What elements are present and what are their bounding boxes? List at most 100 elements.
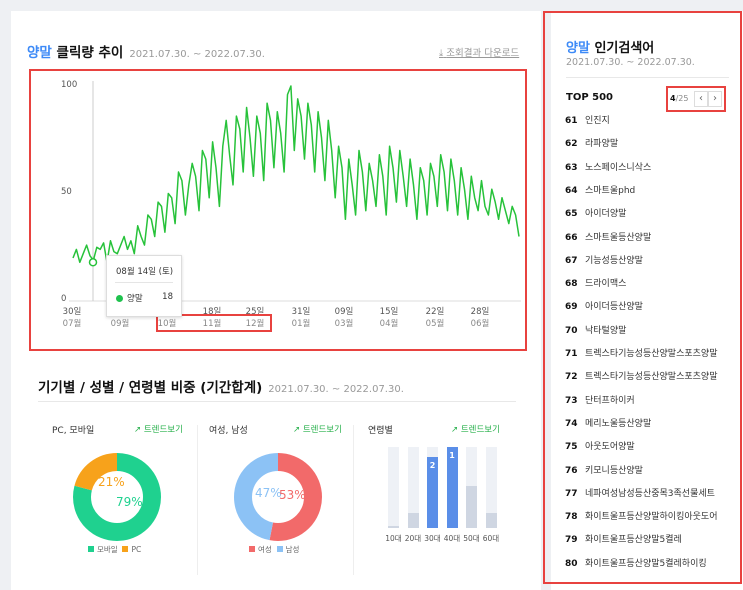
age-label: 60대 [482, 534, 500, 543]
age-bar-track [407, 447, 419, 528]
keyword-rank: 68 [565, 279, 578, 290]
pc-percent: 21% [98, 475, 125, 489]
age-bar[interactable] [388, 526, 399, 528]
keyword-rank: 70 [565, 325, 578, 336]
device-legend: 모바일 PC [88, 544, 141, 555]
keyword-rank: 80 [565, 558, 578, 569]
keyword-list-item[interactable]: 61 인진지 [565, 113, 739, 126]
age-label: 10대 [385, 534, 402, 543]
legend-mobile: 모바일 [97, 545, 118, 554]
keyword-list-item[interactable]: 65 아이더양말 [565, 206, 739, 219]
legend-male: 남성 [285, 545, 300, 554]
x-tick-month: 12월 [245, 319, 265, 329]
trend-chart-highlight [29, 69, 527, 351]
trend-chart-icon: ↗ [134, 425, 142, 435]
download-link[interactable]: ⤓ 조회결과 다운로드 [439, 45, 519, 59]
y-tick-label: 100 [61, 80, 78, 90]
keyword-list-item[interactable]: 72 트렉스타기능성등산양말스포츠양말 [565, 369, 739, 382]
popular-divider [566, 77, 729, 78]
x-tick-month: 05월 [425, 319, 445, 329]
legend-male-swatch [276, 546, 283, 552]
x-tick-day: 25일 [245, 307, 265, 317]
x-tick-day: 28일 [470, 307, 490, 317]
x-tick-month: 04월 [379, 319, 399, 329]
legend-pc-swatch [122, 546, 129, 552]
age-label: 20대 [404, 534, 422, 543]
keyword-list-item[interactable]: 74 메리노울등산양말 [565, 416, 739, 429]
keyword-list-item[interactable]: 77 네파여성남성등산중목3족선물세트 [565, 486, 739, 499]
tooltip-row: 양말 18 [116, 292, 173, 304]
x-tick-day: 09일 [334, 307, 354, 317]
x-tick-month: 11월 [202, 319, 222, 329]
pager-count: 4/25 [670, 94, 688, 103]
keyword-list-item[interactable]: 80 화이트울프등산양말5켤레하이킹 [565, 556, 739, 569]
tooltip-series-name: 양말 [127, 294, 143, 304]
keyword-list-item[interactable]: 69 아이더등산양말 [565, 299, 739, 312]
x-tick-month: 01월 [291, 319, 311, 329]
popular-keyword: 양말 [566, 41, 590, 56]
keyword-list-item[interactable]: 62 라파양말 [565, 136, 739, 149]
keyword-rank: 67 [565, 255, 578, 266]
keyword-list-item[interactable]: 79 화이트울프등산양말5켤레 [565, 532, 739, 545]
download-icon: ⤓ [439, 48, 444, 59]
device-title: PC, 모바일 [52, 426, 95, 436]
keyword-rank: 72 [565, 372, 578, 383]
keyword-rank: 76 [565, 465, 578, 476]
next-page-button[interactable]: › [708, 91, 722, 107]
popular-title-suffix: 인기검색어 [589, 41, 655, 56]
gender-donut[interactable] [233, 452, 323, 542]
pager-total: /25 [675, 94, 689, 103]
keyword-list-item[interactable]: 76 키모니등산양말 [565, 463, 739, 476]
x-tick-day: 18일 [202, 307, 222, 317]
top-label: TOP 500 [566, 92, 614, 103]
keyword-rank: 64 [565, 185, 578, 196]
left-panel: 양말 클릭량 추이 2021.07.30. ~ 2022.07.30. ⤓ 조회결… [11, 11, 541, 590]
month-range-highlight [156, 314, 272, 332]
keyword-list-item[interactable]: 68 드라이맥스 [565, 276, 739, 289]
trend-keyword: 양말 [27, 45, 52, 61]
keyword-list-item[interactable]: 75 아웃도어양말 [565, 439, 739, 452]
keyword-rank: 69 [565, 302, 578, 313]
x-tick-month: 09월 [110, 319, 130, 329]
x-tick-label: 18일 11월 [197, 305, 227, 329]
y-tick-label: 50 [61, 187, 72, 197]
gender-title: 여성, 남성 [209, 426, 248, 436]
age-trend-link[interactable]: ↗ 트렌드보기 [451, 423, 500, 435]
age-rank-badge: 1 [449, 451, 455, 460]
age-bar[interactable] [485, 513, 497, 528]
trend-date-range: 2021.07.30. ~ 2022.07.30. [129, 49, 265, 60]
keyword-list-item[interactable]: 64 스마트울phd [565, 183, 739, 196]
gender-trend-link[interactable]: ↗ 트렌드보기 [293, 423, 342, 435]
x-tick-month: 07월 [62, 319, 82, 329]
chevron-right-icon: › [713, 93, 717, 104]
demo-date-range: 2021.07.30. ~ 2022.07.30. [268, 384, 404, 395]
device-donut[interactable] [72, 452, 162, 542]
col-divider [197, 425, 198, 575]
x-tick-label: 28일 06월 [465, 305, 495, 329]
trend-chart-icon: ↗ [451, 425, 459, 435]
age-bar[interactable] [407, 513, 419, 528]
trend-title-suffix: 클릭량 추이 [51, 45, 124, 61]
keyword-list-item[interactable]: 63 노스페이스니삭스 [565, 160, 739, 173]
legend-pc: PC [131, 545, 142, 554]
keyword-list-item[interactable]: 66 스마트울등산양말 [565, 230, 739, 243]
x-tick-day: 15일 [379, 307, 399, 317]
pager-current: 4 [670, 94, 676, 103]
age-bar[interactable]: 2 [427, 456, 438, 528]
prev-page-button[interactable]: ‹ [694, 91, 708, 107]
device-trend-link[interactable]: ↗ 트렌드보기 [134, 423, 183, 435]
x-tick-label: 09일 03월 [329, 305, 359, 329]
keyword-rank: 62 [565, 139, 578, 150]
keyword-rank: 71 [565, 349, 578, 359]
keyword-list-item[interactable]: 78 화이트울프등산양말하이킹아웃도어 [565, 509, 739, 522]
age-bar[interactable]: 1 [446, 447, 458, 528]
trend-line-chart[interactable] [11, 11, 541, 341]
keyword-rank: 61 [565, 116, 578, 126]
x-tick-label: 30일 07월 [57, 305, 87, 329]
keyword-list-item[interactable]: 67 기능성등산양말 [565, 253, 739, 266]
keyword-list-item[interactable]: 73 단터프하이커 [565, 393, 739, 406]
tooltip-series-dot [116, 295, 123, 302]
keyword-list-item[interactable]: 71 트렉스타기능성등산양말스포츠양말 [565, 346, 739, 359]
keyword-list-item[interactable]: 70 낙타털양말 [565, 323, 739, 336]
age-bar[interactable] [466, 485, 477, 528]
